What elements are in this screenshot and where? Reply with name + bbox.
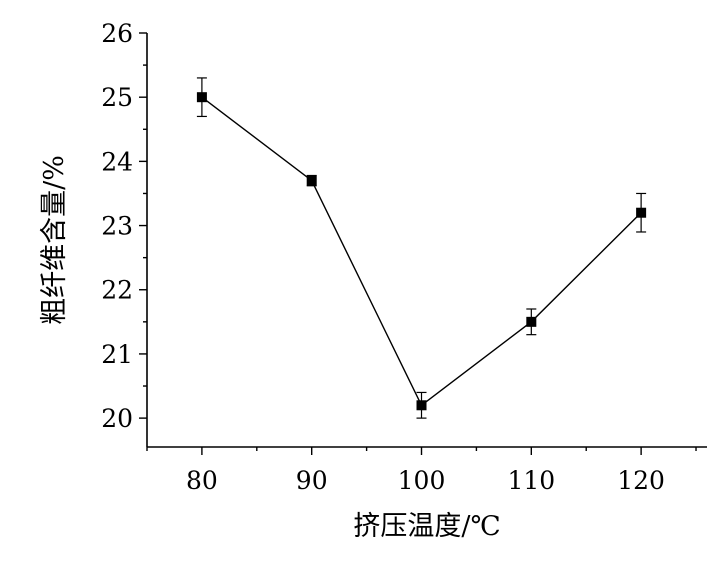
data-point-100 [416, 400, 427, 411]
x-tick-label: 110 [507, 466, 555, 495]
y-tick-label: 23 [101, 212, 133, 241]
x-tick-label: 100 [398, 466, 446, 495]
y-tick-label: 20 [101, 404, 133, 433]
x-tick-label: 90 [296, 466, 328, 495]
y-tick-label: 25 [101, 83, 133, 112]
data-point-110 [526, 316, 537, 327]
data-point-120 [636, 207, 647, 218]
x-tick-label: 80 [186, 466, 218, 495]
x-tick-label: 120 [617, 466, 665, 495]
y-ticks: 20 21 22 23 24 25 26 [101, 19, 147, 433]
y-axis-title: 粗纤维含量/% [39, 155, 70, 325]
markers [196, 92, 647, 411]
series-line [201, 96, 642, 407]
y-tick-label: 21 [101, 340, 133, 369]
error-bars [196, 77, 647, 419]
y-tick-label: 22 [101, 276, 133, 305]
axes [146, 33, 707, 448]
x-axis-title: 挤压温度/℃ [353, 511, 500, 542]
y-tick-label: 26 [101, 19, 133, 48]
data-point-90 [306, 175, 317, 186]
data-point-80 [196, 92, 207, 103]
y-tick-label: 24 [101, 147, 133, 176]
x-ticks: 80 90 100 110 120 [146, 447, 697, 495]
